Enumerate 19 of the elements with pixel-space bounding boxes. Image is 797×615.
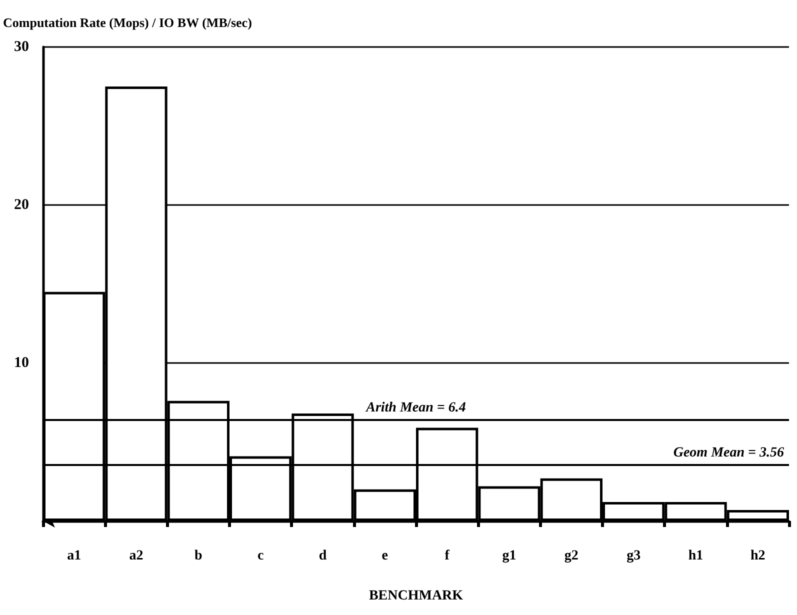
x-tick-label: g1 bbox=[502, 548, 516, 564]
x-tick-label: g2 bbox=[564, 548, 578, 564]
ref-line-label: Arith Mean = 6.4 bbox=[365, 400, 466, 416]
x-tick-label: h2 bbox=[750, 548, 766, 564]
x-axis-title: BENCHMARK bbox=[368, 588, 464, 604]
x-tick-label: d bbox=[318, 548, 327, 564]
y-axis-title: Computation Rate (Mops) / IO BW (MB/sec) bbox=[3, 15, 252, 30]
x-tick-label: a1 bbox=[67, 548, 82, 564]
x-tick-label: h1 bbox=[688, 548, 704, 564]
y-tick-label: 20 bbox=[14, 197, 29, 213]
ref-line-label: Geom Mean = 3.56 bbox=[673, 445, 784, 460]
x-tick-label: f bbox=[444, 548, 450, 564]
x-tick-label: g3 bbox=[626, 548, 641, 564]
x-tick-label: c bbox=[257, 548, 264, 564]
y-tick-label: 30 bbox=[14, 39, 29, 55]
x-tick-label: a2 bbox=[129, 548, 144, 564]
x-tick-label: b bbox=[194, 548, 203, 564]
x-tick-label: e bbox=[382, 548, 388, 564]
y-tick-label: 10 bbox=[14, 355, 29, 371]
